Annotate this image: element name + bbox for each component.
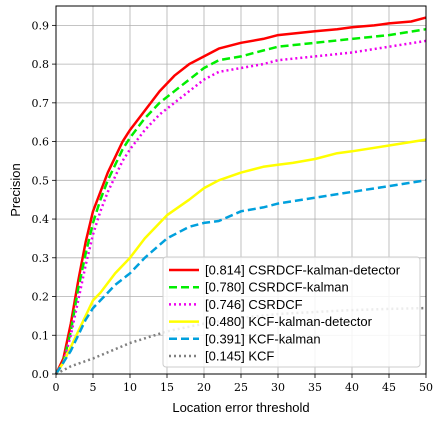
legend-label-3: [0.480] KCF-kalman-detector: [205, 314, 373, 329]
y-axis-label: Precision: [8, 163, 23, 216]
x-tick-label: 15: [160, 381, 174, 394]
y-tick-label: 0.1: [32, 329, 50, 342]
y-tick-label: 0.5: [32, 174, 50, 187]
legend-label-5: [0.145] KCF: [205, 349, 274, 364]
y-tick-label: 0.0: [32, 368, 50, 381]
x-tick-label: 0: [53, 381, 60, 394]
legend: [0.814] CSRDCF-kalman-detector [0.780] CS…: [163, 257, 420, 367]
y-tick-label: 0.9: [32, 19, 50, 32]
x-tick-label: 5: [90, 381, 97, 394]
y-tick-label: 0.7: [32, 97, 50, 110]
y-tick-label: 0.2: [32, 291, 50, 304]
x-tick-label: 10: [123, 381, 137, 394]
x-tick-label: 50: [419, 381, 433, 394]
x-tick-label: 25: [234, 381, 248, 394]
y-tick-label: 0.6: [32, 136, 50, 149]
x-tick-label: 45: [382, 381, 396, 394]
legend-label-1: [0.780] CSRDCF-kalman: [205, 280, 349, 295]
y-tick-label: 0.8: [32, 58, 50, 71]
x-tick-label: 35: [308, 381, 322, 394]
x-axis-label: Location error threshold: [172, 400, 309, 415]
y-tick-label: 0.4: [32, 213, 50, 226]
legend-label-2: [0.746] CSRDCF: [205, 297, 303, 312]
x-tick-label: 40: [345, 381, 359, 394]
y-tick-label: 0.3: [32, 252, 50, 265]
x-tick-label: 20: [197, 381, 211, 394]
x-tick-label: 30: [271, 381, 285, 394]
legend-label-4: [0.391] KCF-kalman: [205, 331, 321, 346]
legend-label-0: [0.814] CSRDCF-kalman-detector: [205, 263, 401, 278]
